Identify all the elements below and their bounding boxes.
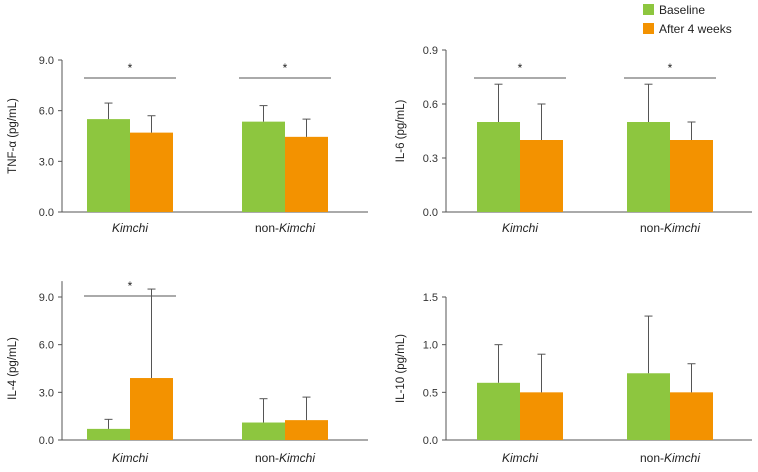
x-category-label: non-Kimchi xyxy=(640,451,700,465)
legend: Baseline After 4 weeks xyxy=(643,3,732,36)
chart-panel-1: 0.0 3.0 6.0 9.0 TNF-α (pg/mL) Kimchi * non-Kimc… xyxy=(7,55,368,235)
y-tick-label: 3.0 xyxy=(39,156,54,168)
y-tick-label: 0.9 xyxy=(423,45,438,57)
y-axis-label: IL-4 (pg/mL) xyxy=(7,337,19,400)
y-tick-label: 3.0 xyxy=(39,387,54,399)
bar-baseline xyxy=(242,121,285,212)
legend-label-after: After 4 weeks xyxy=(659,22,732,36)
bar-baseline xyxy=(627,373,670,440)
bar-baseline xyxy=(477,382,520,440)
significance-marker: * xyxy=(128,61,133,75)
chart-panel-3: 0.0 3.0 6.0 9.0 IL-4 (pg/mL) Kimchi * non-Kimch… xyxy=(7,279,368,465)
bar-after-4-weeks xyxy=(670,392,713,440)
bar-baseline xyxy=(87,428,130,440)
y-axis-label: IL-6 (pg/mL) xyxy=(395,100,407,163)
y-tick-label: 0.6 xyxy=(423,99,438,111)
chart-panel-4: 0.0 0.5 1.0 1.5 IL-10 (pg/mL) Kimchi non-Kimch… xyxy=(395,292,752,465)
y-tick-label: 9.0 xyxy=(39,55,54,67)
y-tick-label: 0.0 xyxy=(39,207,54,219)
y-tick-label: 0.3 xyxy=(423,153,438,165)
significance-marker: * xyxy=(283,61,288,75)
bar-baseline xyxy=(87,119,130,212)
y-tick-label: 1.0 xyxy=(423,340,438,352)
x-category-label: Kimchi xyxy=(112,221,148,235)
legend-swatch-baseline xyxy=(643,4,654,15)
y-axis-label: IL-10 (pg/mL) xyxy=(395,334,407,403)
y-tick-label: 0.0 xyxy=(39,435,54,447)
chart-panel-2: 0.0 0.3 0.6 0.9 IL-6 (pg/mL) Kimchi * non-Kimch… xyxy=(395,45,752,235)
bar-after-4-weeks xyxy=(130,132,173,212)
y-axis-label: TNF-α (pg/mL) xyxy=(7,98,19,174)
significance-marker: * xyxy=(518,61,523,75)
y-tick-label: 0.5 xyxy=(423,387,438,399)
bar-after-4-weeks xyxy=(130,378,173,440)
y-tick-label: 0.0 xyxy=(423,207,438,219)
bar-baseline xyxy=(477,122,520,212)
legend-swatch-after xyxy=(643,23,654,34)
legend-label-baseline: Baseline xyxy=(659,3,705,17)
x-category-label: Kimchi xyxy=(502,221,538,235)
bar-after-4-weeks xyxy=(285,420,328,440)
x-category-label: non-Kimchi xyxy=(255,451,315,465)
y-tick-label: 6.0 xyxy=(39,340,54,352)
y-tick-label: 1.5 xyxy=(423,292,438,304)
significance-marker: * xyxy=(668,61,673,75)
bar-baseline xyxy=(242,422,285,440)
bar-after-4-weeks xyxy=(285,136,328,212)
y-tick-label: 6.0 xyxy=(39,106,54,118)
bar-after-4-weeks xyxy=(520,392,563,440)
x-category-label: Kimchi xyxy=(112,451,148,465)
panels: 0.0 3.0 6.0 9.0 TNF-α (pg/mL) Kimchi * non-Kimc… xyxy=(7,45,752,465)
bar-baseline xyxy=(627,122,670,212)
significance-marker: * xyxy=(128,279,133,293)
bar-after-4-weeks xyxy=(670,140,713,212)
bar-after-4-weeks xyxy=(520,140,563,212)
y-tick-label: 0.0 xyxy=(423,435,438,447)
x-category-label: non-Kimchi xyxy=(640,221,700,235)
x-category-label: Kimchi xyxy=(502,451,538,465)
y-tick-label: 9.0 xyxy=(39,292,54,304)
x-category-label: non-Kimchi xyxy=(255,221,315,235)
